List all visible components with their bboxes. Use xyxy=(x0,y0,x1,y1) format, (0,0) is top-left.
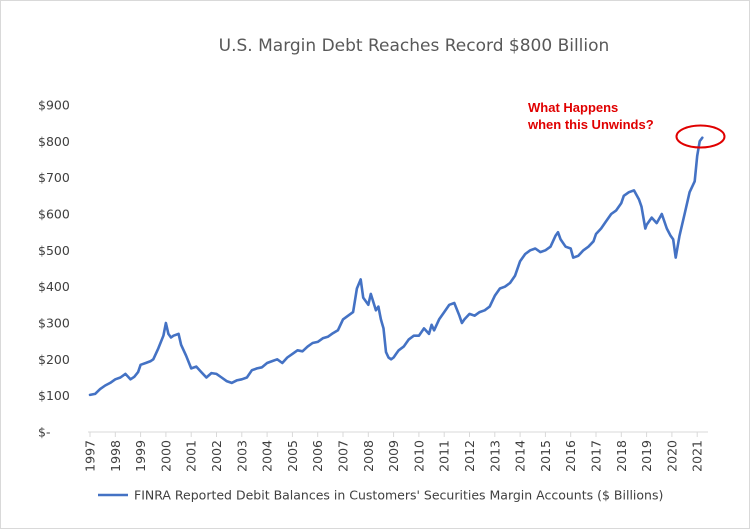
x-tick-label: 2001 xyxy=(184,440,199,472)
y-tick-label: $100 xyxy=(38,388,70,403)
y-axis-ticks: $- $100 $200 $300 $400 $500 $600 $700 $800 $900 xyxy=(38,98,70,440)
x-tick-label: 2020 xyxy=(664,440,679,472)
y-tick-label: $900 xyxy=(38,98,70,113)
y-tick-label: $500 xyxy=(38,243,70,258)
x-tick-label: 2003 xyxy=(234,440,249,472)
x-tick-label: 2016 xyxy=(563,440,578,472)
annotation-text: What Happens xyxy=(528,100,618,115)
x-tick-label: 2006 xyxy=(310,440,325,472)
y-tick-label: $400 xyxy=(38,279,70,294)
x-tick-label: 2019 xyxy=(639,440,654,472)
legend-label: FINRA Reported Debit Balances in Custome… xyxy=(134,488,663,503)
x-tick-label: 2014 xyxy=(513,440,528,472)
chart-title: U.S. Margin Debt Reaches Record $800 Bil… xyxy=(219,36,610,56)
x-tick-label: 1998 xyxy=(108,440,123,472)
x-tick-label: 2007 xyxy=(336,440,351,472)
y-tick-label: $200 xyxy=(38,352,70,367)
margin-debt-series-line xyxy=(88,136,704,397)
x-tick-label: 2015 xyxy=(538,440,553,472)
x-axis-ticks: 1997 1998 1999 2000 2001 2002 2003 2004 2005 2006… xyxy=(83,432,705,472)
x-tick-label: 2004 xyxy=(260,440,275,472)
x-tick-label: 2017 xyxy=(589,440,604,472)
legend: FINRA Reported Debit Balances in Custome… xyxy=(98,488,663,503)
x-tick-label: 2018 xyxy=(614,440,629,472)
annotation-circle xyxy=(675,124,726,149)
y-tick-label: $300 xyxy=(38,316,70,331)
y-tick-label: $600 xyxy=(38,207,70,222)
x-tick-label: 2011 xyxy=(437,440,452,472)
y-tick-label: $- xyxy=(38,425,50,440)
annotation: What Happens when this Unwinds? xyxy=(527,100,726,149)
x-tick-label: 2002 xyxy=(209,440,224,472)
x-tick-label: 2021 xyxy=(690,440,705,472)
y-tick-label: $800 xyxy=(38,134,70,149)
x-tick-label: 2000 xyxy=(158,440,173,472)
x-tick-label: 2013 xyxy=(487,440,502,472)
x-tick-label: 2008 xyxy=(361,440,376,472)
x-tick-label: 2010 xyxy=(411,440,426,472)
x-tick-label: 2012 xyxy=(462,440,477,472)
x-tick-label: 1997 xyxy=(83,440,98,472)
x-tick-label: 1999 xyxy=(133,440,148,472)
x-tick-label: 2009 xyxy=(386,440,401,472)
y-tick-label: $700 xyxy=(38,170,70,185)
annotation-text: when this Unwinds? xyxy=(527,117,654,132)
x-tick-label: 2005 xyxy=(285,440,300,472)
